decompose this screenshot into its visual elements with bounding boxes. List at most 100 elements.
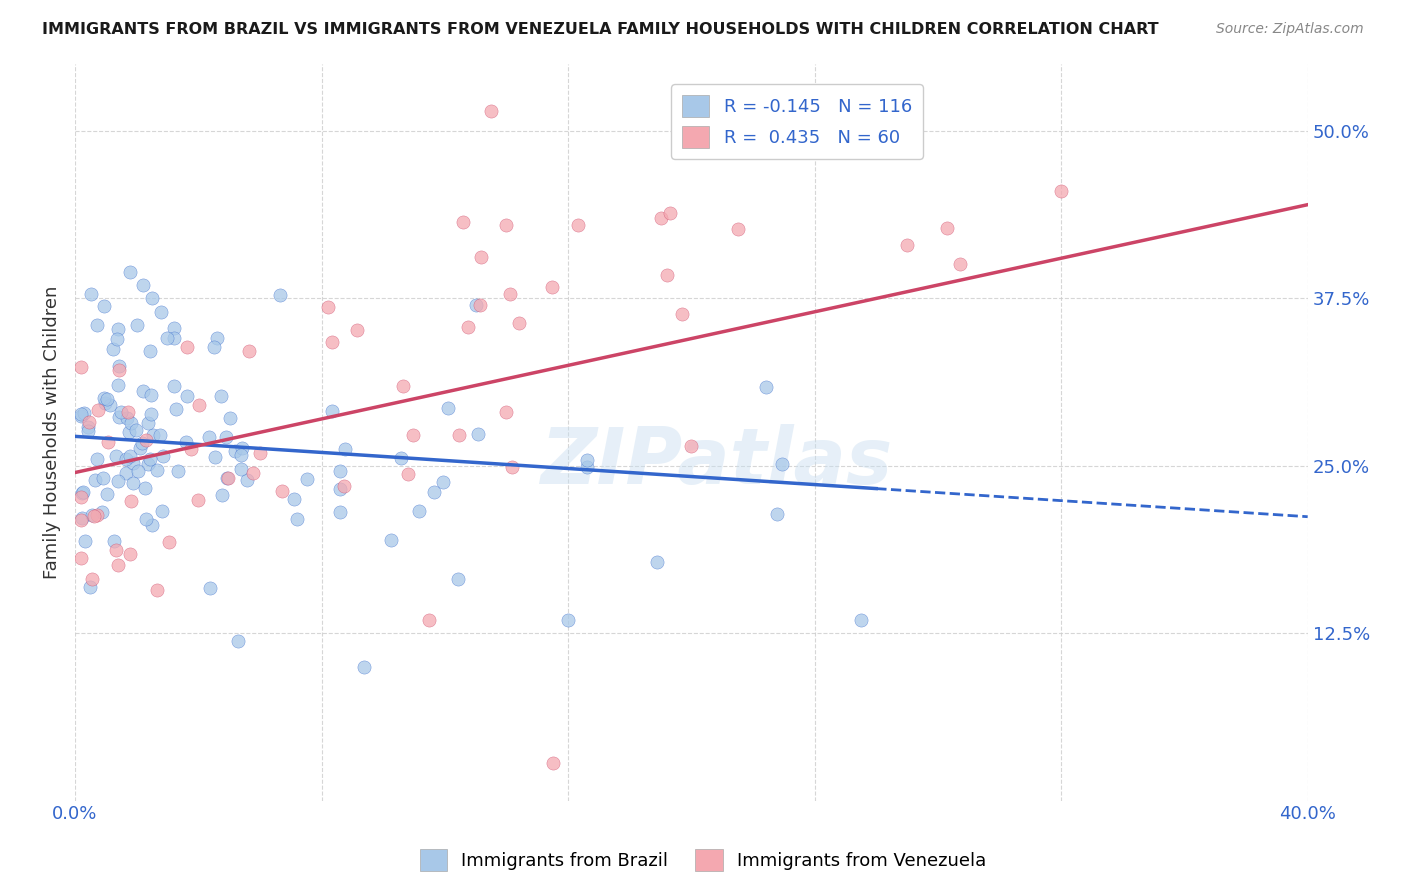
Point <box>391 379 413 393</box>
Point <box>117 405 139 419</box>
Point <box>180 442 202 457</box>
Point <box>70 510 93 524</box>
Point <box>575 453 598 467</box>
Point <box>333 479 356 493</box>
Point <box>129 442 152 456</box>
Point <box>896 237 918 252</box>
Point <box>87 402 110 417</box>
Point <box>329 483 352 497</box>
Point <box>176 340 198 354</box>
Point <box>96 487 118 501</box>
Point <box>204 450 226 464</box>
Point <box>135 433 157 447</box>
Point <box>139 343 162 358</box>
Point <box>86 451 108 466</box>
Point <box>114 466 136 480</box>
Legend: Immigrants from Brazil, Immigrants from Venezuela: Immigrants from Brazil, Immigrants from … <box>412 842 994 879</box>
Point <box>770 458 793 472</box>
Point <box>83 508 105 523</box>
Point <box>671 307 693 321</box>
Point <box>408 504 430 518</box>
Point <box>110 405 132 419</box>
Point <box>141 428 163 442</box>
Point <box>236 473 259 487</box>
Point <box>229 462 252 476</box>
Point <box>285 512 308 526</box>
Point <box>451 214 474 228</box>
Point <box>80 573 103 587</box>
Point <box>70 359 93 374</box>
Point <box>333 442 356 456</box>
Point <box>72 484 94 499</box>
Point <box>105 449 128 463</box>
Point <box>207 331 229 345</box>
Point <box>76 424 98 438</box>
Point <box>187 493 209 508</box>
Point <box>96 392 118 406</box>
Point <box>231 441 253 455</box>
Point <box>139 407 162 421</box>
Point <box>391 451 413 466</box>
Point <box>423 485 446 500</box>
Point <box>329 505 352 519</box>
Text: IMMIGRANTS FROM BRAZIL VS IMMIGRANTS FROM VENEZUELA FAMILY HOUSEHOLDS WITH CHILD: IMMIGRANTS FROM BRAZIL VS IMMIGRANTS FRO… <box>42 22 1159 37</box>
Point <box>249 445 271 459</box>
Point <box>77 415 100 429</box>
Point <box>540 279 562 293</box>
Point <box>437 401 460 415</box>
Point <box>402 428 425 442</box>
Point <box>269 287 291 301</box>
Point <box>103 342 125 356</box>
Point <box>70 407 93 421</box>
Point <box>104 543 127 558</box>
Point <box>79 580 101 594</box>
Text: ZIPatlas: ZIPatlas <box>540 424 893 500</box>
Point <box>849 613 872 627</box>
Point <box>122 475 145 490</box>
Point <box>115 452 138 467</box>
Point <box>93 392 115 406</box>
Point <box>936 221 959 235</box>
Point <box>755 379 778 393</box>
Point <box>84 473 107 487</box>
Point <box>94 395 117 409</box>
Point <box>557 613 579 627</box>
Point <box>541 756 564 771</box>
Point <box>79 286 101 301</box>
Point <box>134 481 156 495</box>
Point <box>198 581 221 595</box>
Point <box>202 341 225 355</box>
Point <box>108 359 131 374</box>
Point <box>163 320 186 334</box>
Point <box>135 511 157 525</box>
Point <box>131 436 153 450</box>
Point <box>766 507 789 521</box>
Point <box>121 417 143 431</box>
Point <box>447 572 470 586</box>
Point <box>346 323 368 337</box>
Point <box>242 466 264 480</box>
Point <box>499 287 522 301</box>
Point <box>645 555 668 569</box>
Point <box>650 211 672 225</box>
Point <box>86 508 108 523</box>
Point <box>136 457 159 471</box>
Point <box>224 443 246 458</box>
Point <box>174 434 197 449</box>
Point <box>120 547 142 561</box>
Point <box>105 332 128 346</box>
Point <box>132 278 155 293</box>
Point <box>495 405 517 419</box>
Point <box>188 399 211 413</box>
Point <box>150 305 173 319</box>
Point <box>380 533 402 547</box>
Point <box>118 425 141 439</box>
Point <box>139 452 162 467</box>
Point <box>127 465 149 479</box>
Point <box>176 389 198 403</box>
Point <box>217 471 239 485</box>
Point <box>658 205 681 219</box>
Point <box>152 449 174 463</box>
Point <box>681 439 703 453</box>
Point <box>120 494 142 508</box>
